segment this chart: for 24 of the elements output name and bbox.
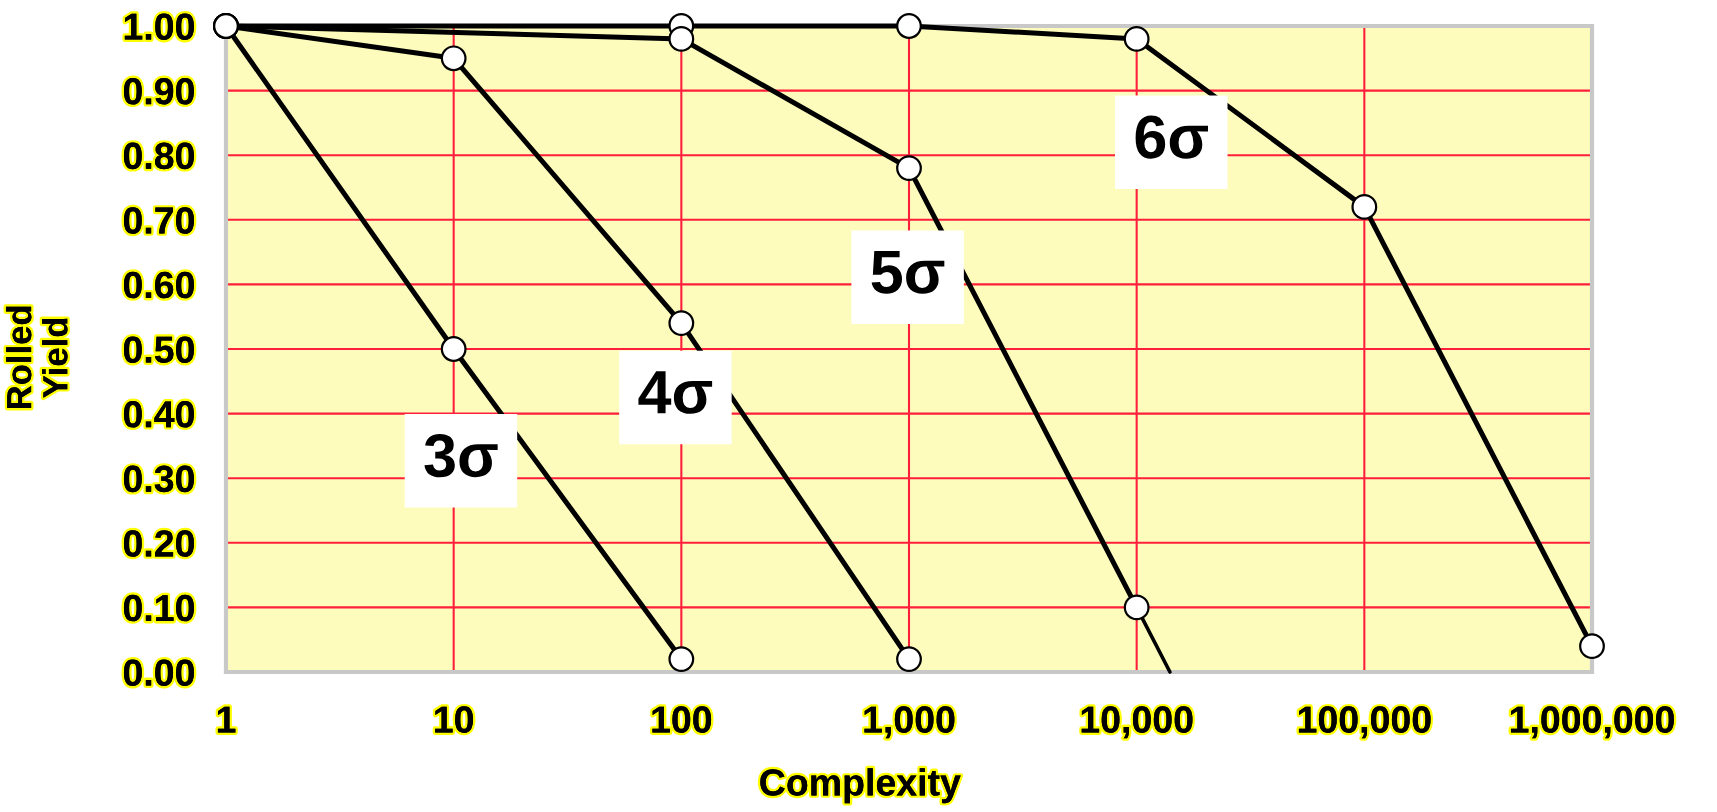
y-tick-label: 1.00 <box>124 13 194 40</box>
series-label: 4σ <box>638 371 713 414</box>
x-tick-label: 1,000,000 <box>1510 706 1674 739</box>
y-tick-label: 0.00 <box>123 659 194 686</box>
series-label: 3σ <box>424 433 498 478</box>
y-tick-label: 0.90 <box>123 78 194 105</box>
y-tick-label: 0.40 <box>123 401 194 428</box>
y-tick-label: 0.30 <box>123 465 194 493</box>
series-label: 6σ <box>1135 115 1208 159</box>
y-tick-label: 0.10 <box>123 594 194 622</box>
y-tick-label: 0.80 <box>123 142 194 170</box>
x-tick-label: 100 <box>652 706 712 733</box>
series-label: 5σ <box>871 251 945 294</box>
y-axis-title: Rolled Yield <box>5 306 68 409</box>
y-tick-label: 0.70 <box>123 207 194 234</box>
y-tick-label: 0.60 <box>123 271 194 299</box>
x-tick-label: 10 <box>435 706 473 733</box>
x-tick-label: 1,000 <box>864 706 955 739</box>
y-tick-label: 0.50 <box>123 336 194 363</box>
x-axis-title: Complexity <box>760 768 961 804</box>
x-tick-label: 1 <box>217 706 236 733</box>
y-tick-label: 0.20 <box>123 530 194 557</box>
x-tick-label: 10,000 <box>1081 706 1193 739</box>
x-tick-label: 100,000 <box>1298 706 1431 739</box>
